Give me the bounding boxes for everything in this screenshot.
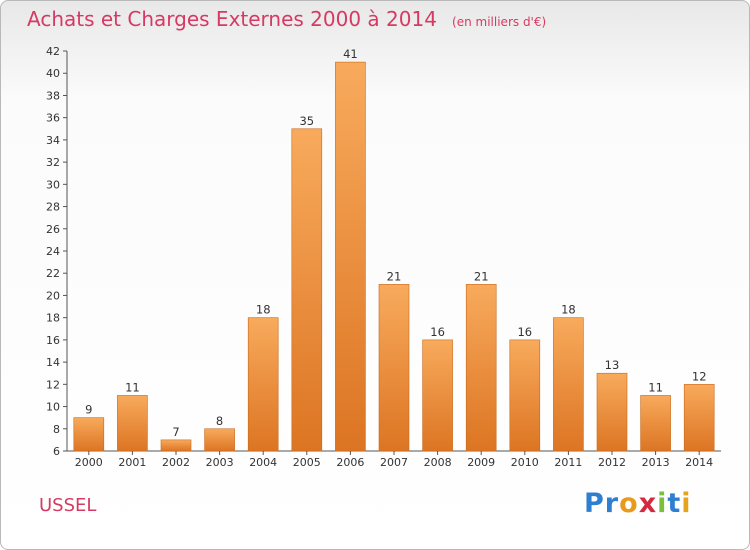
y-tick-label: 32 (46, 156, 60, 169)
x-tick-label-2011: 2011 (554, 456, 582, 469)
x-tick-label-2014: 2014 (685, 456, 713, 469)
logo-letter: P (584, 488, 605, 519)
bar-2008 (422, 339, 453, 452)
data-label-2009: 21 (474, 269, 489, 283)
data-label-2011: 18 (561, 303, 576, 317)
bar-2009 (465, 284, 497, 452)
bar-2007 (378, 284, 410, 452)
x-tick-label-2010: 2010 (511, 456, 539, 469)
data-label-2008: 16 (430, 325, 445, 339)
title-row: Achats et Charges Externes 2000 à 2014 (… (27, 7, 546, 31)
y-tick-label: 6 (53, 445, 60, 458)
y-tick-label: 30 (46, 178, 60, 191)
data-label-2002: 7 (172, 425, 179, 439)
x-tick-label-2009: 2009 (467, 456, 495, 469)
x-tick-label-2004: 2004 (249, 456, 277, 469)
bar-2011 (553, 317, 584, 452)
logo-letter: x (638, 488, 658, 519)
logo-letter: o (619, 488, 639, 519)
commune-name: USSEL (39, 495, 97, 516)
y-tick-label: 10 (46, 401, 60, 414)
x-tick-label-2012: 2012 (598, 456, 626, 469)
y-tick-label: 34 (46, 134, 60, 147)
y-tick-label: 36 (46, 112, 60, 125)
y-axis-ticks: 6 8 10 12 14 16 18 20 22 24 26 28 30 32 34 36 38 40 42 (46, 45, 67, 458)
data-label-2003: 8 (216, 414, 223, 428)
bar-2004 (247, 317, 279, 452)
logo-letter: r (604, 488, 620, 519)
y-tick-label: 16 (46, 334, 60, 347)
y-tick-label: 22 (46, 267, 60, 280)
bar-2014 (683, 384, 715, 452)
data-label-2007: 21 (387, 269, 402, 283)
bar-2002 (160, 439, 192, 452)
data-label-2012: 13 (605, 358, 620, 372)
x-tick-label-2001: 2001 (118, 456, 146, 469)
data-label-2005: 35 (299, 114, 314, 128)
logo-letter: t (667, 488, 682, 519)
y-tick-label: 14 (46, 356, 60, 369)
bars (73, 61, 715, 452)
chart-title: Achats et Charges Externes 2000 à 2014 (27, 7, 437, 31)
chart-subtitle: (en milliers d'€) (452, 15, 547, 29)
bar-2005 (291, 128, 323, 452)
x-tick-label-2002: 2002 (162, 456, 190, 469)
y-tick-label: 8 (53, 423, 60, 436)
bar-2000 (73, 417, 105, 452)
y-tick-label: 20 (46, 289, 60, 302)
logo-letter: i (657, 488, 668, 519)
x-tick-label-2007: 2007 (380, 456, 408, 469)
y-tick-label: 12 (46, 378, 60, 391)
y-tick-label: 40 (46, 67, 60, 80)
x-tick-label-2003: 2003 (206, 456, 234, 469)
y-tick-label: 38 (46, 89, 60, 102)
data-label-2013: 11 (648, 380, 663, 394)
bar-2006 (335, 61, 366, 452)
x-tick-label-2008: 2008 (424, 456, 452, 469)
x-axis-ticks: 2000 2001 2002 2003 2004 2005 2006 2007 2008 2009… (75, 451, 713, 469)
data-label-2006: 41 (343, 47, 358, 61)
logo-letter: i (681, 488, 692, 519)
data-label-2001: 11 (125, 380, 140, 394)
x-tick-label-2005: 2005 (293, 456, 321, 469)
data-label-2014: 12 (692, 369, 707, 383)
proxiti-logo: Proxiti (584, 488, 692, 519)
x-tick-label-2000: 2000 (75, 456, 103, 469)
bar-2003 (204, 428, 235, 452)
y-tick-label: 28 (46, 201, 60, 214)
y-tick-label: 18 (46, 312, 60, 325)
bar-2012 (596, 372, 628, 452)
bar-2013 (640, 395, 671, 452)
bar-2010 (509, 339, 541, 452)
bar-2001 (117, 395, 148, 452)
x-tick-label-2006: 2006 (336, 456, 364, 469)
y-tick-label: 24 (46, 245, 60, 258)
data-label-2004: 18 (256, 303, 271, 317)
y-tick-label: 42 (46, 45, 60, 58)
y-tick-label: 26 (46, 223, 60, 236)
data-labels: 9 11 7 8 18 35 41 21 16 21 16 18 13 11 12 (85, 47, 706, 439)
x-tick-label-2013: 2013 (642, 456, 670, 469)
data-label-2000: 9 (85, 403, 92, 417)
data-label-2010: 16 (517, 325, 532, 339)
